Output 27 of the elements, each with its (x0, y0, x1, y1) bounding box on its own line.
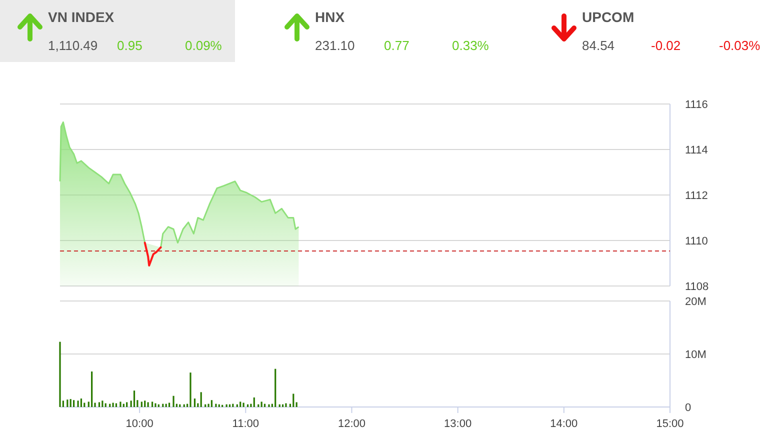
text: 0.09% (185, 38, 222, 53)
text: -0.03% (719, 38, 761, 53)
x-tick-label: 10:00 (126, 418, 154, 430)
text: 84.54 (582, 38, 615, 53)
y-tick-label: 1110 (685, 236, 708, 248)
x-tick-label: 15:00 (656, 418, 684, 430)
x-tick-label: 11:00 (232, 418, 260, 430)
text: 0.33% (452, 38, 490, 53)
text: 1,110.49 (48, 38, 98, 53)
y-tick-label: 1116 (685, 99, 708, 111)
line-series (144, 242, 162, 267)
text: 231.10 (315, 38, 355, 53)
data-label: 0.95 (117, 38, 142, 53)
y-tick-label: 0 (685, 402, 692, 414)
x-tick-label: 12:00 (338, 418, 366, 430)
category-label: VN INDEX (48, 9, 115, 25)
y-tick-label: 20M (685, 296, 706, 308)
x-tick-label: 13:00 (444, 418, 472, 430)
y-tick-label: 1112 (685, 190, 708, 202)
data-label: -0.02 (651, 38, 681, 53)
y-tick-label: 1108 (685, 281, 709, 293)
x-tick-label: 14:00 (550, 418, 578, 430)
y-tick-label: 1114 (685, 144, 708, 156)
category-label: HNX (315, 9, 346, 25)
category-label: UPCOM (582, 9, 634, 25)
y-tick-label: 10M (685, 349, 706, 361)
data-label: 0.77 (384, 38, 410, 53)
